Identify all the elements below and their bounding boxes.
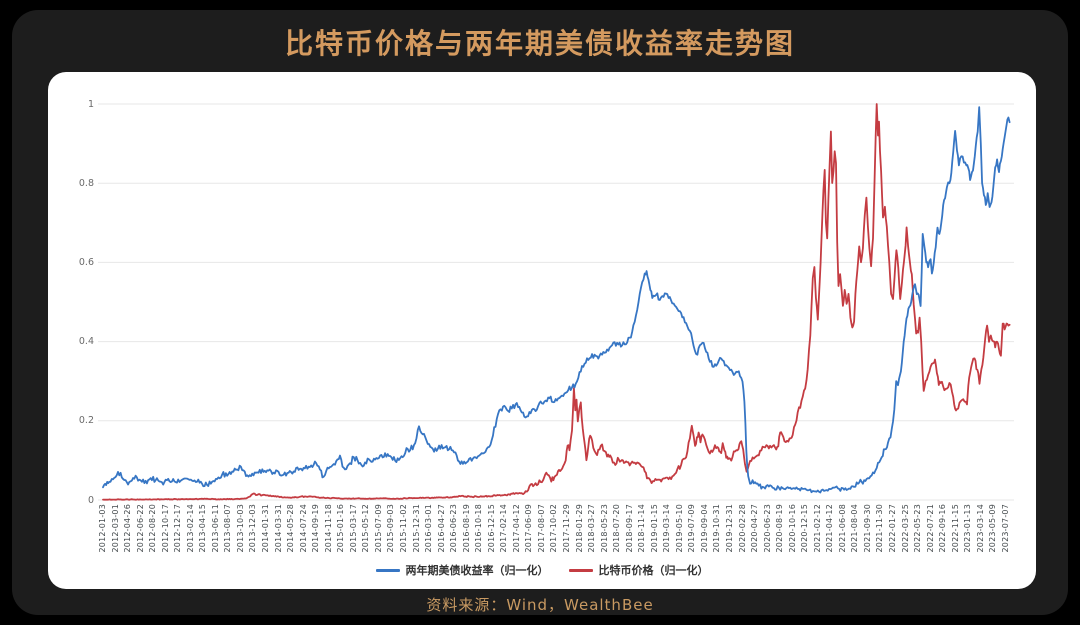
x-tick-label: 2019-10-31 — [712, 504, 722, 553]
x-tick-label: 2013-10-03 — [235, 504, 245, 553]
x-tick-label: 2020-08-19 — [775, 504, 785, 553]
x-tick-label: 2015-12-31 — [411, 504, 421, 553]
x-tick-label: 2013-08-07 — [223, 504, 233, 553]
x-tick-label: 2020-02-28 — [737, 504, 747, 553]
x-tick-label: 2022-05-23 — [913, 504, 923, 553]
x-tick-label: 2019-01-15 — [649, 504, 659, 553]
x-tick-label: 2023-05-09 — [988, 504, 998, 553]
y-tick-label: 1 — [87, 98, 94, 110]
x-tick-label: 2015-05-12 — [361, 504, 371, 553]
x-tick-label: 2022-07-21 — [925, 504, 935, 553]
x-tick-label: 2019-07-09 — [687, 504, 697, 553]
x-tick-label: 2014-05-28 — [286, 504, 296, 553]
chart-panel: 0 0.2 0.4 0.6 0.8 1 2012-01-03 2012-03-01 2012-… — [48, 72, 1036, 589]
x-tick-label: 2017-02-14 — [499, 504, 509, 553]
x-tick-label: 2012-12-17 — [173, 504, 183, 553]
x-tick-label: 2023-01-13 — [963, 504, 973, 553]
x-tick-label: 2015-07-09 — [373, 504, 383, 553]
x-tick-label: 2021-09-30 — [862, 504, 872, 553]
x-tick-label: 2019-05-10 — [674, 504, 684, 553]
x-tick-label: 2022-09-16 — [938, 504, 948, 553]
y-tick-label: 0.8 — [78, 177, 94, 189]
gridlines — [98, 103, 1014, 501]
x-tick-label: 2014-01-31 — [261, 504, 271, 553]
x-tick-label: 2016-10-18 — [474, 504, 484, 553]
x-tick-label: 2018-05-23 — [599, 504, 609, 553]
x-tick-label: 2017-06-09 — [524, 504, 534, 553]
series-lines — [102, 103, 1011, 501]
y-tick-label: 0.4 — [78, 336, 94, 348]
x-tick-label: 2022-11-15 — [950, 504, 960, 553]
line-chart — [98, 103, 1014, 501]
x-tick-label: 2018-11-14 — [637, 504, 647, 553]
legend-swatch-bitcoin — [568, 568, 593, 572]
legend-item-treasury: 两年期美债收益率（归一化） — [375, 562, 549, 578]
x-tick-label: 2018-03-27 — [587, 504, 597, 553]
x-tick-label: 2018-07-20 — [612, 504, 622, 553]
x-tick-label: 2015-01-16 — [336, 504, 346, 553]
legend-label-treasury: 两年期美债收益率（归一化） — [405, 564, 549, 577]
y-tick-label: 0.2 — [78, 415, 94, 427]
x-tick-label: 2012-03-01 — [110, 504, 120, 553]
x-tick-label: 2015-11-02 — [398, 504, 408, 553]
x-tick-label: 2022-03-25 — [900, 504, 910, 553]
x-tick-label: 2014-03-31 — [273, 504, 283, 553]
x-tick-label: 2021-11-30 — [875, 504, 885, 553]
x-tick-label: 2013-02-14 — [185, 504, 195, 553]
x-tick-label: 2021-06-08 — [837, 504, 847, 553]
x-tick-label: 2015-03-17 — [348, 504, 358, 553]
x-tick-label: 2016-03-01 — [424, 504, 434, 553]
x-tick-label: 2021-04-12 — [825, 504, 835, 553]
x-tick-label: 2020-12-15 — [800, 504, 810, 553]
x-tick-label: 2017-10-02 — [549, 504, 559, 553]
x-tick-label: 2020-10-16 — [787, 504, 797, 553]
x-tick-label: 2017-08-07 — [536, 504, 546, 553]
x-tick-label: 2015-09-03 — [386, 504, 396, 553]
x-tick-label: 2016-04-27 — [436, 504, 446, 553]
x-tick-label: 2016-12-15 — [486, 504, 496, 553]
source-note: 资料来源：Wind，WealthBee — [426, 596, 654, 614]
chart-card: 比特币价格与两年期美债收益率走势图 0 0.2 0.4 0.6 0.8 1 2012-01… — [12, 10, 1068, 615]
x-tick-label: 2017-04-12 — [511, 504, 521, 553]
legend: 两年期美债收益率（归一化） 比特币价格（归一化） — [48, 562, 1036, 578]
x-tick-label: 2021-08-04 — [850, 504, 860, 553]
x-tick-label: 2019-09-04 — [699, 504, 709, 553]
x-tick-label: 2020-04-27 — [750, 504, 760, 553]
x-tick-label: 2013-06-11 — [210, 504, 220, 553]
x-tick-label: 2018-01-29 — [574, 504, 584, 553]
x-tick-label: 2012-06-22 — [135, 504, 145, 553]
x-tick-label: 2013-12-03 — [248, 504, 258, 553]
page-title: 比特币价格与两年期美债收益率走势图 — [284, 27, 795, 60]
legend-swatch-treasury — [375, 568, 400, 572]
x-tick-label: 2016-08-19 — [461, 504, 471, 553]
x-tick-label: 2016-06-23 — [449, 504, 459, 553]
x-tick-label: 2014-07-24 — [298, 504, 308, 553]
x-tick-label: 2018-09-17 — [624, 504, 634, 553]
x-tick-label: 2023-07-07 — [1000, 504, 1010, 553]
x-tick-label: 2017-11-29 — [561, 504, 571, 553]
x-tick-label: 2019-03-14 — [662, 504, 672, 553]
x-tick-label: 2020-06-23 — [762, 504, 772, 553]
x-tick-label: 2012-01-03 — [98, 504, 107, 553]
x-tick-label: 2019-12-31 — [725, 504, 734, 553]
y-tick-label: 0 — [87, 494, 94, 506]
treasury-yield-line — [102, 106, 1011, 494]
x-tick-label: 2012-10-17 — [160, 504, 170, 553]
x-tick-label: 2021-02-12 — [812, 504, 822, 553]
x-tick-label: 2012-04-26 — [123, 504, 133, 553]
btc-price-line — [102, 103, 1011, 501]
legend-label-bitcoin: 比特币价格（归一化） — [598, 564, 709, 577]
x-tick-label: 2014-11-18 — [323, 504, 333, 553]
legend-item-bitcoin: 比特币价格（归一化） — [568, 562, 709, 578]
y-tick-label: 0.6 — [78, 256, 94, 268]
x-tick-label: 2014-09-19 — [311, 504, 321, 553]
x-tick-label: 2022-01-27 — [888, 504, 898, 553]
x-tick-label: 2012-08-20 — [148, 504, 158, 553]
x-tick-label: 2013-04-15 — [198, 504, 208, 553]
x-tick-label: 2023-03-14 — [975, 504, 985, 553]
